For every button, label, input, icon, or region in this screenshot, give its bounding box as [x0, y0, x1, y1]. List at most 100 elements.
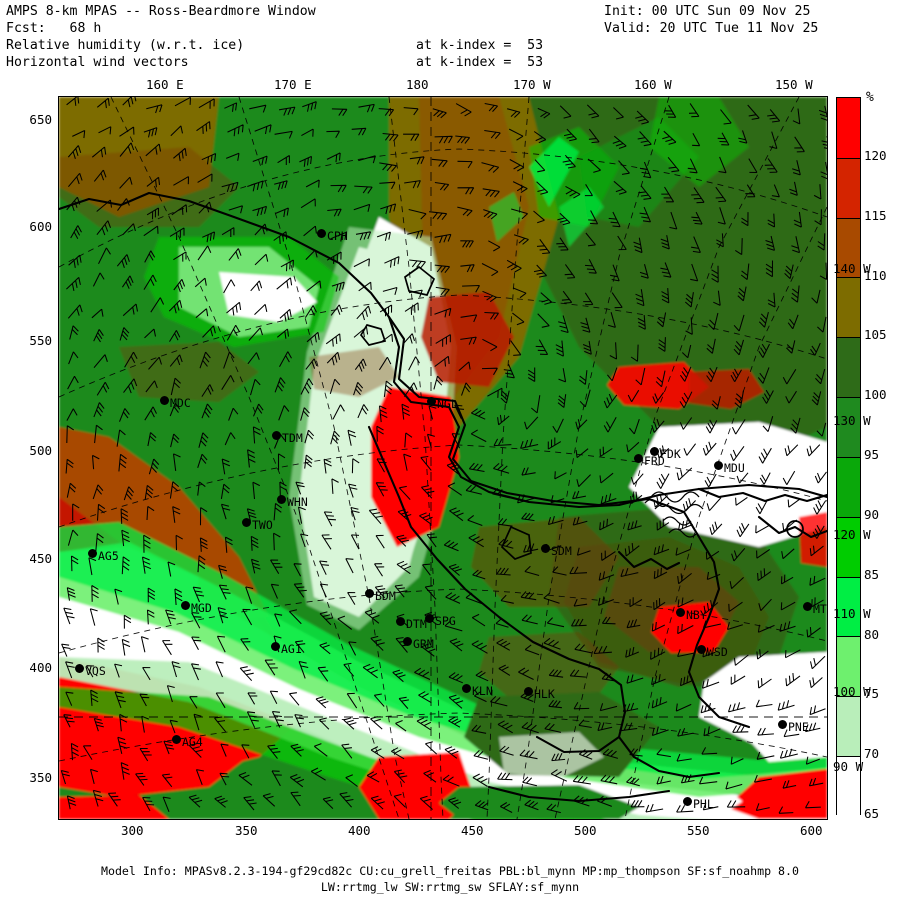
wind-barb [730, 445, 745, 462]
model-info-line2: LW:rrtmg_lw SW:rrtmg_sw SFLAY:sf_mynn [320, 880, 580, 894]
wind-barb [408, 208, 427, 220]
wind-barb [474, 800, 489, 811]
wind-barb [169, 354, 183, 367]
wind-barb [493, 438, 512, 447]
station-dot-icon [75, 664, 84, 673]
wind-barb [474, 691, 487, 703]
wind-barb [650, 647, 666, 660]
wind-barb [67, 172, 83, 188]
wind-barb [612, 135, 627, 149]
wind-barb [294, 714, 304, 728]
lon-tick-170W: 170 W [513, 77, 551, 92]
wind-barb [582, 340, 592, 355]
wind-barb [498, 664, 511, 676]
wind-barb [248, 327, 264, 341]
wind-barb [188, 794, 203, 808]
wind-barb [167, 561, 176, 577]
wind-barb [711, 396, 721, 410]
wind-barb [600, 493, 617, 505]
wind-barb [376, 458, 387, 473]
model-info-line1: Model Info: MPASv8.2.3-194-gf29cd82c CU:… [100, 864, 799, 878]
station-label: PHL [693, 797, 714, 811]
wind-barb [758, 343, 770, 358]
wind-barb [606, 367, 618, 382]
wind-barb [119, 176, 133, 189]
wind-barb [730, 674, 746, 685]
wind-barb [433, 375, 444, 390]
wind-barb [393, 769, 408, 784]
wind-barb [276, 328, 290, 339]
wind-barb [706, 571, 721, 580]
wind-barb [425, 741, 438, 755]
wind-barb [444, 746, 459, 759]
wind-barb [262, 793, 276, 807]
wind-barb [519, 749, 538, 760]
wind-barb [416, 717, 432, 731]
wind-barb [297, 506, 306, 524]
wind-barb [465, 592, 483, 605]
wind-barb [603, 393, 618, 409]
wind-barb [611, 292, 623, 309]
wind-barb [784, 444, 799, 457]
wind-barb [755, 499, 768, 515]
wind-barb [189, 696, 198, 709]
wind-barb [123, 378, 138, 394]
wind-barb [810, 342, 821, 356]
wind-barb [403, 107, 419, 116]
wind-barb [626, 441, 640, 453]
wind-barb [733, 339, 745, 356]
wind-barb [403, 382, 418, 397]
wind-barb [143, 274, 157, 290]
map-plot-area[interactable]: CPH MDC TDM NGL FDK FRD MDU WHN TWO SDM AG5 BDM MGD N… [58, 96, 828, 820]
wind-barb [395, 637, 410, 653]
wind-barb [395, 720, 407, 732]
wind-barb [679, 391, 693, 409]
humidity-k-index: at k-index = 53 [416, 38, 544, 53]
wind-barb [382, 132, 399, 142]
wind-barb [630, 473, 644, 485]
wind-barb [319, 717, 330, 730]
station-label: BDM [375, 589, 396, 603]
wind-barb [420, 455, 432, 471]
wind-barb [148, 458, 160, 475]
wind-barb [221, 227, 235, 237]
wind-barb [246, 508, 257, 522]
wind-barb [601, 616, 616, 625]
wind-barb [656, 748, 671, 758]
wind-barb [762, 416, 774, 432]
wind-barb [593, 645, 612, 655]
wind-barb [199, 507, 208, 526]
wind-barb [93, 717, 104, 732]
wind-barb [523, 543, 539, 553]
wind-barb [747, 104, 760, 120]
wind-barb [432, 108, 447, 119]
wind-barb [382, 286, 398, 295]
forecast-hour-label: Fcst: 68 h [6, 21, 102, 36]
wind-barb [584, 184, 593, 197]
wind-barb [120, 508, 129, 524]
wind-barb [726, 800, 746, 808]
wind-barb [805, 756, 820, 765]
wind-barb [443, 539, 459, 552]
wind-barb [122, 97, 137, 108]
wind-barb [716, 233, 724, 248]
wind-barb [144, 328, 157, 339]
colorbar-swatch [837, 337, 860, 398]
wind-barb [243, 796, 257, 811]
wind-barb [629, 748, 643, 757]
wind-barb [67, 304, 83, 319]
wind-barb [735, 238, 743, 256]
wind-barb [345, 558, 354, 574]
wind-barb [403, 133, 420, 141]
wind-barb [578, 370, 588, 385]
wind-barb [713, 290, 721, 306]
wind-barb [197, 173, 213, 183]
overlay-lon-90W: 90 W [833, 759, 864, 774]
wind-barb [82, 745, 93, 760]
wind-barb [140, 636, 149, 653]
wind-barb [118, 453, 127, 472]
wind-barb [490, 696, 508, 707]
wind-barb [461, 382, 472, 396]
wind-barb [550, 769, 568, 782]
wind-barb [114, 691, 126, 709]
